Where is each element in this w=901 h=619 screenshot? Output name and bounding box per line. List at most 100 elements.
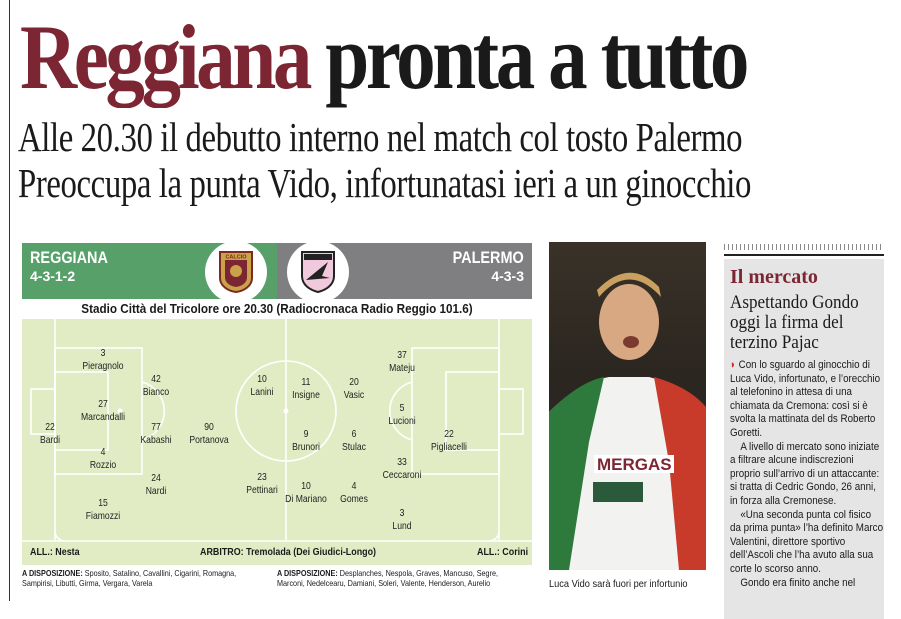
player-home: 90 Portanova bbox=[189, 421, 228, 447]
paragraph-marker-icon: ◗ bbox=[730, 359, 736, 371]
player-number: 20 bbox=[349, 376, 359, 388]
home-team-header: REGGIANA 4-3-1-2 CALCIO bbox=[22, 241, 277, 303]
paragraph: «Una seconda punta col fisico da prima p… bbox=[730, 508, 884, 575]
player-name: Pigliacelli bbox=[431, 441, 467, 453]
player-name: Ceccaroni bbox=[382, 469, 422, 481]
player-number: 3 bbox=[399, 507, 405, 519]
away-coach: ALL.: Corini bbox=[476, 546, 528, 558]
player-number: 9 bbox=[303, 428, 309, 440]
player-name: Pieragnolo bbox=[82, 360, 124, 372]
player-number: 42 bbox=[151, 373, 161, 385]
player-home: 10 Lanini bbox=[251, 373, 274, 399]
photo-caption: Luca Vido sarà fuori per infortunio bbox=[549, 578, 688, 590]
sidebar-title: Aspettando Gondo oggi la firma del terzi… bbox=[730, 292, 859, 353]
away-team-name: PALERMO bbox=[452, 248, 524, 267]
referee: ARBITRO: Tremolada (Dei Giudici-Longo) bbox=[200, 546, 377, 558]
player-name: Stulac bbox=[342, 441, 366, 453]
player-away: 22 Pigliacelli bbox=[431, 428, 467, 454]
player-away: 10 Di Mariano bbox=[285, 480, 327, 506]
pitch-lines bbox=[22, 319, 532, 542]
away-bench-list: Desplanches, Nespola, Graves, Mancuso, S… bbox=[277, 568, 499, 588]
sidebar-box: Il mercato Aspettando Gondo oggi la firm… bbox=[724, 259, 884, 619]
paragraph: Gondo era finito anche nel bbox=[740, 576, 856, 589]
subheadline-1: Alle 20.30 il debutto interno nel match … bbox=[18, 114, 743, 160]
player-name: Brunori bbox=[292, 441, 320, 453]
player-number: 90 bbox=[204, 421, 214, 433]
player-name: Lanini bbox=[250, 386, 274, 398]
bench-label: A DISPOSIZIONE: bbox=[22, 568, 83, 578]
player-number: 24 bbox=[151, 472, 161, 484]
player-home: 24 Nardi bbox=[146, 472, 167, 498]
player-name: Gomes bbox=[340, 493, 368, 505]
player-home: 15 Fiamozzi bbox=[86, 497, 120, 523]
player-number: 15 bbox=[98, 497, 108, 509]
player-name: Portanova bbox=[189, 434, 229, 446]
sidebar-body: ◗ Con lo sguardo al ginocchio di Luca Vi… bbox=[730, 359, 883, 590]
player-home: 23 Pettinari bbox=[246, 471, 278, 497]
home-bench: A DISPOSIZIONE: Sposito, Satalino, Caval… bbox=[22, 568, 269, 588]
column-rule bbox=[9, 0, 10, 601]
dotted-rule bbox=[724, 244, 884, 250]
paragraph: Con lo sguardo al ginocchio di Luca Vido… bbox=[730, 359, 881, 439]
subheadline-2: Preoccupa la punta Vido, infortunatasi i… bbox=[18, 160, 751, 206]
player-name: Bardi bbox=[39, 434, 61, 446]
player-home: 4 Rozzio bbox=[90, 446, 116, 472]
player-number: 5 bbox=[399, 402, 405, 414]
player-number: 37 bbox=[397, 349, 407, 361]
player-away: 20 Vasic bbox=[344, 376, 364, 402]
away-formation: 4-3-3 bbox=[491, 268, 524, 284]
away-bench: A DISPOSIZIONE: Desplanches, Nespola, Gr… bbox=[277, 568, 524, 588]
stadium-info: Stadio Città del Tricolore ore 20.30 (Ra… bbox=[81, 301, 473, 316]
player-name: Pettinari bbox=[246, 484, 278, 496]
sidebar-kicker: Il mercato bbox=[730, 266, 818, 288]
player-name: Kabashi bbox=[140, 434, 172, 446]
player-number: 27 bbox=[98, 398, 108, 410]
home-team-name: REGGIANA bbox=[30, 248, 108, 267]
player-number: 33 bbox=[397, 456, 407, 468]
player-away: 33 Ceccaroni bbox=[383, 456, 422, 482]
player-away: 3 Lund bbox=[392, 507, 411, 533]
home-bench-list: Sposito, Satalino, Cavallini, Cigarini, … bbox=[22, 568, 237, 588]
headline: Reggiana pronta a tutto bbox=[20, 2, 749, 112]
home-coach: ALL.: Nesta bbox=[30, 546, 80, 558]
sidebar-article: Il mercato Aspettando Gondo oggi la firm… bbox=[724, 244, 884, 619]
player-name: Vasic bbox=[343, 389, 365, 401]
shirt-sponsor: MERGAS bbox=[597, 455, 672, 474]
player-number: 3 bbox=[100, 347, 106, 359]
home-formation: 4-3-1-2 bbox=[30, 268, 76, 284]
player-number: 10 bbox=[257, 373, 267, 385]
pitch: 3 Pieragnolo 42 Bianco 27 Marcandalli 22 Bardi 7… bbox=[22, 319, 532, 565]
player-away: 5 Lucioni bbox=[388, 402, 415, 428]
reggiana-crest-icon: CALCIO bbox=[205, 241, 267, 303]
player-number: 6 bbox=[351, 428, 357, 440]
player-photo: MERGAS bbox=[549, 242, 706, 570]
palermo-crest-icon bbox=[287, 241, 349, 303]
player-name: Mateju bbox=[389, 362, 415, 374]
player-name: Fiamozzi bbox=[85, 510, 121, 522]
player-away: 6 Stulac bbox=[342, 428, 366, 454]
player-number: 4 bbox=[351, 480, 357, 492]
player-home: 42 Bianco bbox=[143, 373, 169, 399]
bench-label: A DISPOSIZIONE: bbox=[277, 568, 338, 578]
player-name: Nardi bbox=[145, 485, 167, 497]
player-name: Marcandalli bbox=[80, 411, 126, 423]
player-home: 3 Pieragnolo bbox=[82, 347, 123, 373]
player-number: 77 bbox=[151, 421, 161, 433]
away-team-header: PALERMO 4-3-3 bbox=[277, 241, 532, 303]
player-name: Di Mariano bbox=[285, 493, 327, 505]
divider bbox=[724, 254, 884, 256]
crest-text: CALCIO bbox=[225, 255, 247, 261]
player-away: 11 Insigne bbox=[292, 376, 320, 402]
headline-rest: pronta a tutto bbox=[325, 6, 749, 108]
player-number: 22 bbox=[444, 428, 454, 440]
player-name: Insigne bbox=[292, 389, 320, 401]
player-number: 23 bbox=[257, 471, 267, 483]
player-number: 4 bbox=[100, 446, 106, 458]
player-number: 11 bbox=[301, 376, 311, 388]
player-number: 10 bbox=[301, 480, 311, 492]
player-away: 37 Mateju bbox=[389, 349, 415, 375]
player-name: Bianco bbox=[142, 386, 170, 398]
player-number: 22 bbox=[45, 421, 55, 433]
player-name: Lund bbox=[392, 520, 412, 532]
player-home: 77 Kabashi bbox=[140, 421, 171, 447]
